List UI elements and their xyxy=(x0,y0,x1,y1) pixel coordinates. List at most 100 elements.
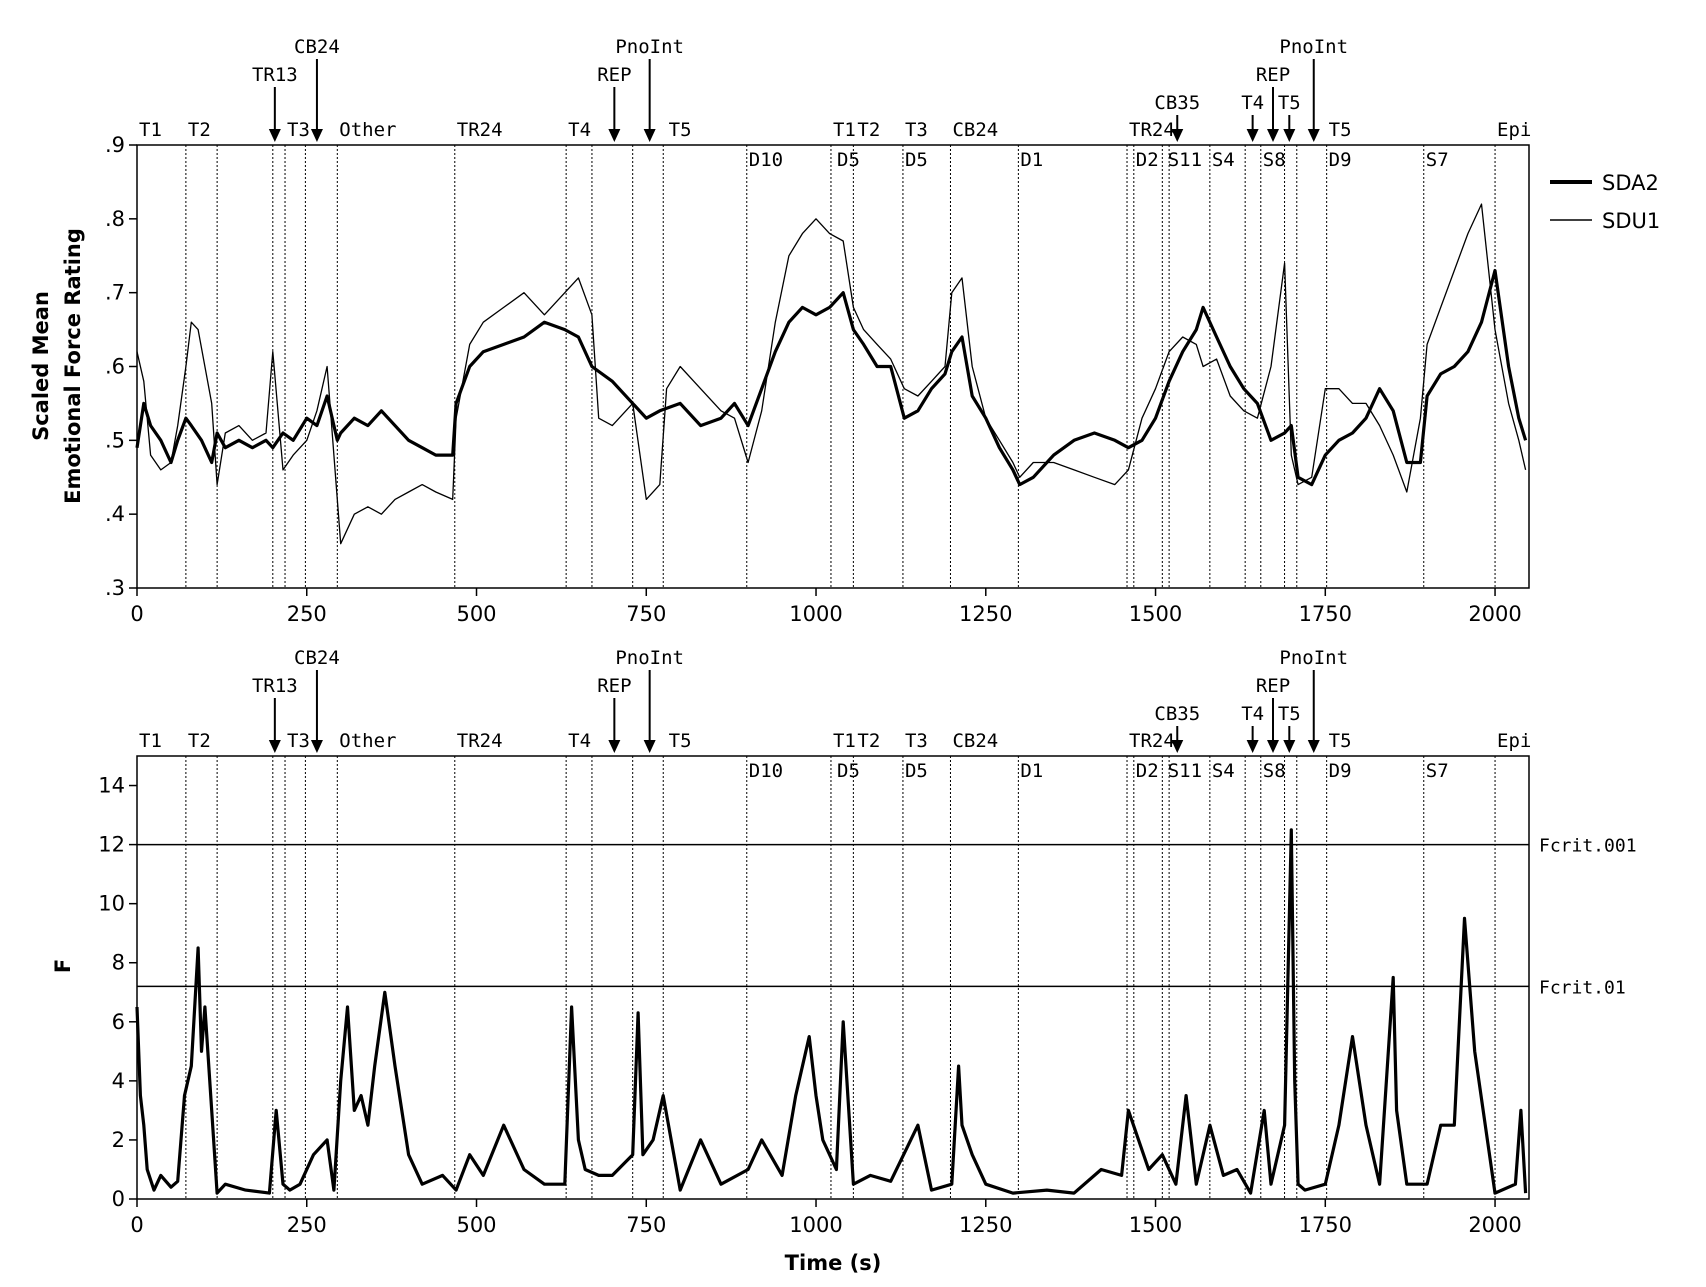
top-segment-label-11: TR24 xyxy=(1129,119,1175,141)
bottom-y-tick-label-3: 6 xyxy=(112,1010,125,1034)
top-segment-label-18: D2 xyxy=(1136,149,1159,171)
top-series-1 xyxy=(136,203,1527,545)
top-event-arrow-head-4 xyxy=(1171,129,1184,142)
bottom-event-arrow-label-6: REP xyxy=(1256,675,1290,697)
top-event-arrow-label-8: PnoInt xyxy=(1279,36,1348,58)
top-event-arrow-label-1: CB24 xyxy=(294,36,340,58)
top-y-axis-ticks: .3 .4 .5 .6 .7 .8 .9 xyxy=(105,133,137,600)
bottom-segment-label-7: T1 xyxy=(833,730,856,752)
top-x-tick-label-7: 1750 xyxy=(1299,602,1352,626)
top-series-0 xyxy=(135,268,1528,487)
top-segment-label-8: T2 xyxy=(857,119,880,141)
top-y-tick-label-3: .6 xyxy=(105,355,125,379)
top-segment-label-6: T5 xyxy=(669,119,692,141)
bottom-segment-label-6: T5 xyxy=(669,730,692,752)
top-segment-label-12: T5 xyxy=(1329,119,1352,141)
top-event-arrow-label-2: REP xyxy=(597,64,631,86)
bottom-event-arrows: TR13 CB24 REP PnoInt CB35 T4 REP T5 PnoInt xyxy=(252,647,1348,753)
bottom-x-tick-label-7: 1750 xyxy=(1299,1213,1352,1237)
bottom-segment-label-20: S4 xyxy=(1212,760,1235,782)
bottom-event-arrow-head-8 xyxy=(1307,740,1320,753)
top-plot-frame xyxy=(136,144,1530,589)
top-segment-label-21: S8 xyxy=(1263,149,1286,171)
top-event-arrow-head-0 xyxy=(268,129,281,142)
bottom-segment-label-1: T2 xyxy=(188,730,211,752)
top-segment-label-4: TR24 xyxy=(457,119,503,141)
legend-label-sdu1: SDU1 xyxy=(1602,209,1660,233)
bottom-event-arrow-label-7: T5 xyxy=(1278,703,1301,725)
bottom-segment-label-18: D2 xyxy=(1136,760,1159,782)
bottom-y-tick-label-5: 10 xyxy=(98,892,125,916)
bottom-segment-label-23: S7 xyxy=(1426,760,1449,782)
bottom-event-arrow-head-5 xyxy=(1246,740,1259,753)
bottom-event-arrow-head-3 xyxy=(643,740,656,753)
bottom-event-arrow-label-5: T4 xyxy=(1241,703,1264,725)
bottom-segment-boundaries xyxy=(185,756,1496,1199)
bottom-segment-label-3: Other xyxy=(339,730,396,752)
top-segment-label-2: T3 xyxy=(287,119,310,141)
bottom-x-tick-label-3: 750 xyxy=(626,1213,666,1237)
bottom-event-arrow-head-4 xyxy=(1171,740,1184,753)
top-x-tick-label-5: 1250 xyxy=(959,602,1012,626)
top-x-tick-label-6: 1500 xyxy=(1129,602,1182,626)
legend-label-sda2: SDA2 xyxy=(1602,171,1659,195)
top-x-tick-label-4: 1000 xyxy=(789,602,842,626)
bottom-y-axis-ticks: 0 2 4 6 8 10 12 14 xyxy=(98,774,137,1211)
top-event-arrow-head-8 xyxy=(1307,129,1320,142)
top-segment-label-22: D9 xyxy=(1329,149,1352,171)
top-event-arrow-label-3: PnoInt xyxy=(615,36,684,58)
top-event-arrow-label-0: TR13 xyxy=(252,64,298,86)
top-event-arrows: TR13 CB24 REP PnoInt CB35 T4 REP T5 PnoInt xyxy=(252,36,1348,142)
bottom-plot-frame xyxy=(136,755,1530,1200)
top-event-arrow-head-2 xyxy=(608,129,621,142)
bottom-y-tick-label-0: 0 xyxy=(112,1187,125,1211)
top-panel: .3 .4 .5 .6 .7 .8 .9 0 250 500 750 1000 1250 1500 175… xyxy=(29,36,1660,626)
top-x-tick-label-8: 2000 xyxy=(1468,602,1521,626)
bottom-segment-label-17: D1 xyxy=(1020,760,1043,782)
top-segment-label-17: D1 xyxy=(1020,149,1043,171)
bottom-x-axis-label: Time (s) xyxy=(785,1251,882,1275)
top-event-arrow-head-1 xyxy=(310,129,323,142)
bottom-segment-label-22: D9 xyxy=(1329,760,1352,782)
bottom-segment-label-21: S8 xyxy=(1263,760,1286,782)
bottom-x-tick-label-0: 0 xyxy=(130,1213,143,1237)
bottom-x-tick-label-1: 250 xyxy=(287,1213,327,1237)
top-event-arrow-head-6 xyxy=(1267,129,1280,142)
top-event-arrow-head-7 xyxy=(1283,129,1296,142)
bottom-x-axis-ticks: 0 250 500 750 1000 1250 1500 1750 2000 xyxy=(130,1199,1522,1237)
bottom-event-arrow-label-1: CB24 xyxy=(294,647,340,669)
bottom-event-arrow-label-8: PnoInt xyxy=(1279,647,1348,669)
top-event-arrow-head-3 xyxy=(643,129,656,142)
top-segment-label-1: T2 xyxy=(188,119,211,141)
bottom-segment-label-0: T1 xyxy=(139,730,162,752)
top-event-arrow-label-5: T4 xyxy=(1241,92,1264,114)
bottom-panel: Fcrit.001 Fcrit.01 0 2 4 6 8 10 12 14 0 250 500 750… xyxy=(51,647,1637,1275)
bottom-segment-label-14: D10 xyxy=(749,760,783,782)
bottom-y-tick-label-4: 8 xyxy=(112,951,125,975)
top-segment-label-7: T1 xyxy=(833,119,856,141)
bottom-event-arrow-head-2 xyxy=(608,740,621,753)
top-segment-label-16: D5 xyxy=(905,149,928,171)
top-segment-label-5: T4 xyxy=(568,119,591,141)
bottom-segment-labels: T1 T2 T3 Other TR24 T4 T5 T1 T2 T3 CB24 TR24 T5 EpiD1… xyxy=(139,730,1531,782)
top-segment-label-0: T1 xyxy=(139,119,162,141)
top-x-axis-ticks: 0 250 500 750 1000 1250 1500 1750 2000 xyxy=(130,588,1522,626)
legend: SDA2 SDU1 xyxy=(1550,171,1660,233)
bottom-segment-label-15: D5 xyxy=(837,760,860,782)
top-y-tick-label-4: .7 xyxy=(105,281,125,305)
top-x-tick-label-3: 750 xyxy=(626,602,666,626)
bottom-segment-label-16: D5 xyxy=(905,760,928,782)
bottom-event-arrow-label-2: REP xyxy=(597,675,631,697)
top-segment-label-10: CB24 xyxy=(952,119,998,141)
bottom-y-tick-label-2: 4 xyxy=(112,1069,125,1093)
top-x-tick-label-2: 500 xyxy=(456,602,496,626)
top-y-axis-label-line1: Scaled Mean xyxy=(29,291,53,441)
bottom-event-arrow-label-3: PnoInt xyxy=(615,647,684,669)
top-segment-labels: T1 T2 T3 Other TR24 T4 T5 T1 T2 T3 CB24 TR24 T5 EpiD1… xyxy=(139,119,1531,171)
top-segment-boundaries xyxy=(185,145,1496,588)
top-segment-label-9: T3 xyxy=(905,119,928,141)
top-x-tick-label-0: 0 xyxy=(130,602,143,626)
bottom-event-arrow-head-1 xyxy=(310,740,323,753)
bottom-segment-label-12: T5 xyxy=(1329,730,1352,752)
